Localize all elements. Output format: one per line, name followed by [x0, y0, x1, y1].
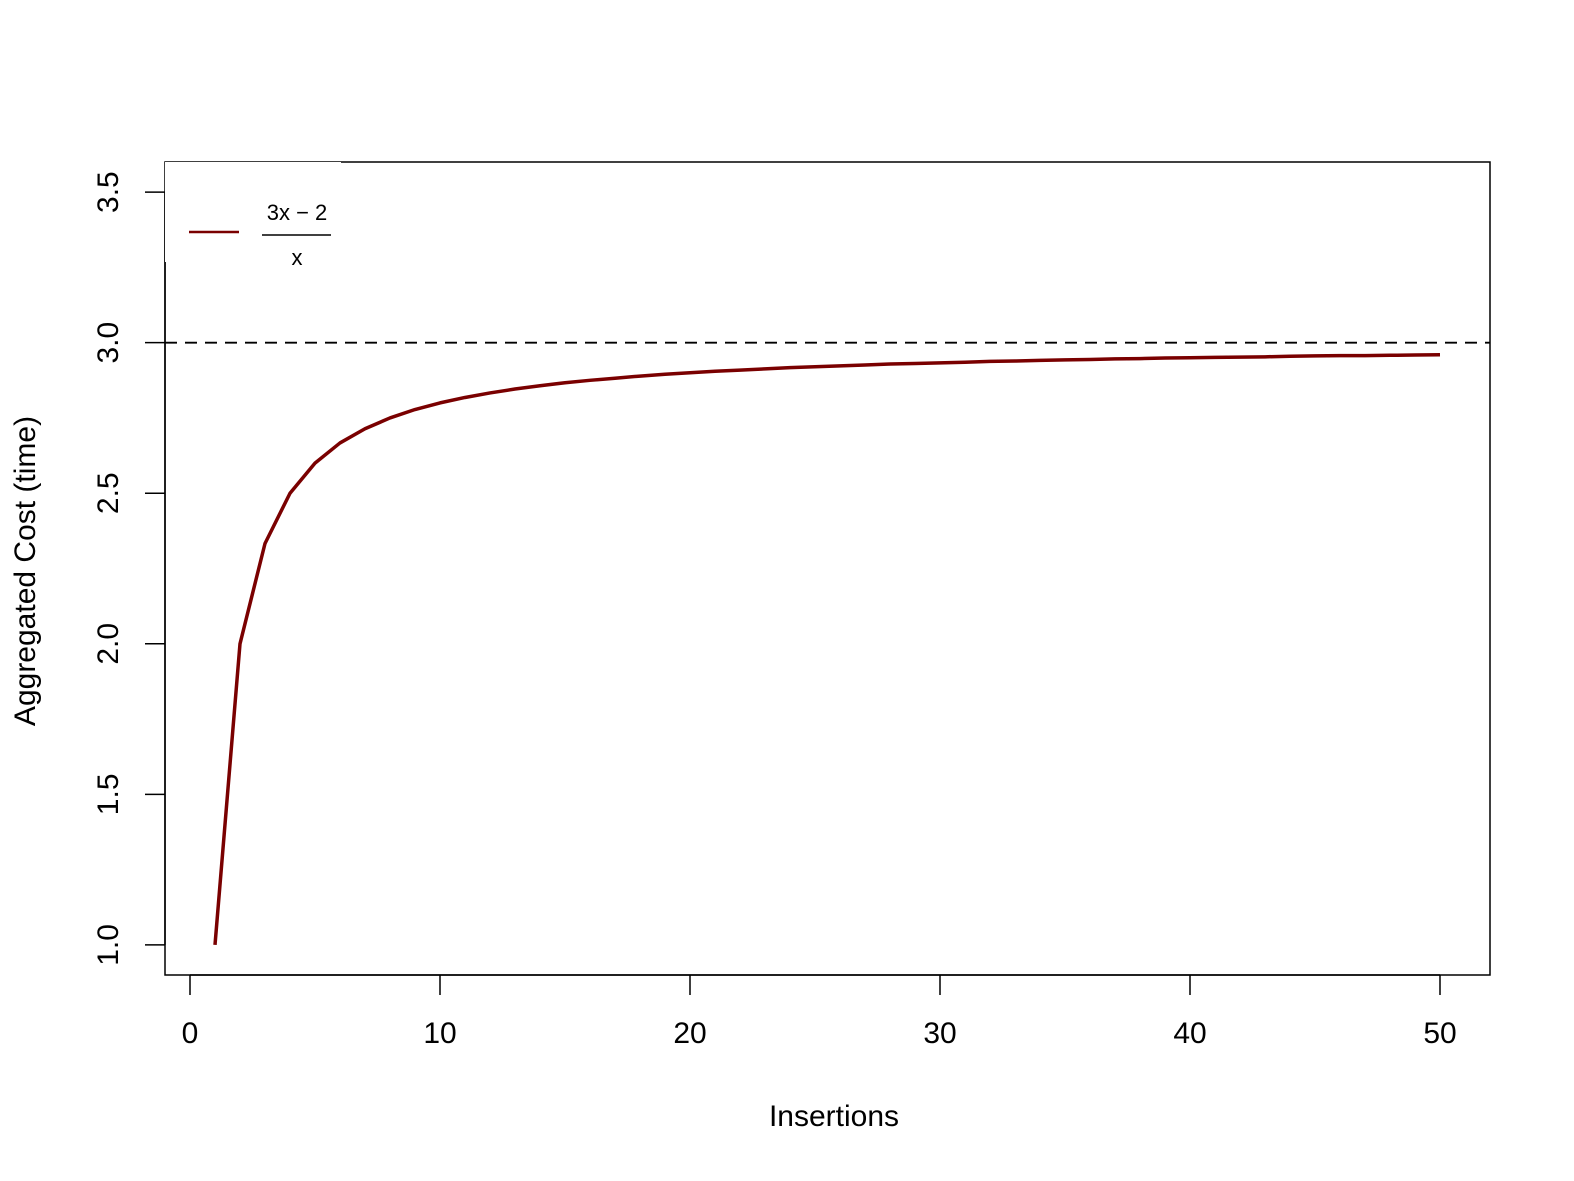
- y-axis-label: Aggregated Cost (time): [9, 416, 42, 726]
- x-tick-label: 20: [673, 1017, 706, 1050]
- x-tick-label: 0: [182, 1017, 199, 1050]
- x-tick-label: 40: [1173, 1017, 1206, 1050]
- plot-layer: [165, 341, 1490, 946]
- y-tick-label: 1.0: [92, 924, 125, 966]
- legend-denominator: x: [292, 245, 303, 270]
- legend-box: [165, 162, 341, 262]
- axis-layer: 0 10 20 30 40 50 1.0 1.5 2.0 2.5 3.0 3.5: [92, 161, 1491, 1050]
- legend: 3x − 2 x: [165, 162, 341, 270]
- y-tick-label: 1.5: [92, 773, 125, 815]
- legend-numerator: 3x − 2: [267, 200, 328, 225]
- x-tick-label: 50: [1423, 1017, 1456, 1050]
- x-axis-label: Insertions: [769, 1100, 899, 1133]
- y-tick-label: 3.5: [92, 171, 125, 213]
- x-tick-label: 30: [923, 1017, 956, 1050]
- series-line: [213, 352, 1441, 946]
- y-tick-label: 3.0: [92, 322, 125, 364]
- x-tick-label: 10: [423, 1017, 456, 1050]
- y-tick-label: 2.0: [92, 623, 125, 665]
- y-tick-label: 2.5: [92, 472, 125, 514]
